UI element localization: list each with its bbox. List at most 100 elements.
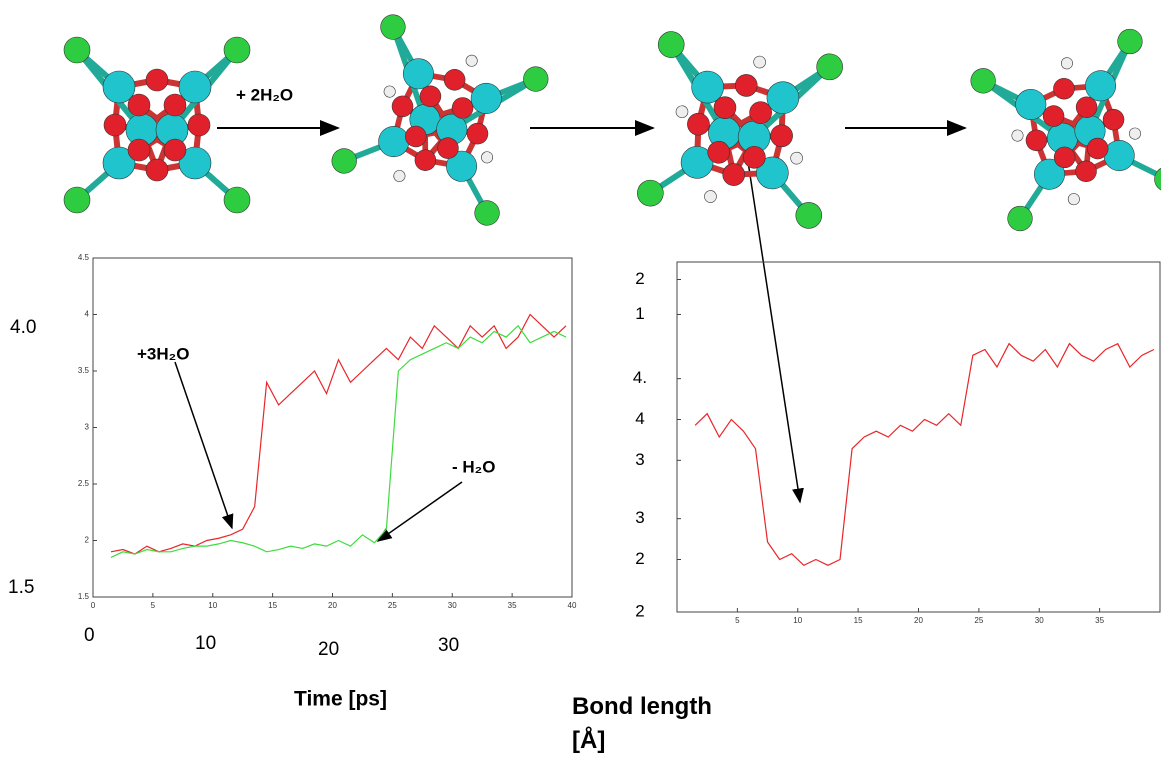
annotation: - H₂O <box>452 457 495 476</box>
atom <box>446 150 478 182</box>
overlay-label: 20 <box>318 639 339 660</box>
atom <box>481 151 494 164</box>
atom <box>127 138 151 162</box>
x-tick-label: 0 <box>91 601 96 610</box>
atom <box>704 190 717 203</box>
y-tick-label: 4.5 <box>78 253 90 262</box>
atom <box>103 113 127 137</box>
atom <box>1075 96 1098 118</box>
atom <box>675 105 689 119</box>
x-tick-label: 40 <box>568 601 577 610</box>
atom <box>145 158 169 182</box>
y-tick-label: 3.5 <box>78 366 90 375</box>
x-tick-label: 5 <box>151 601 156 610</box>
atom <box>687 112 710 136</box>
atom <box>466 122 489 145</box>
atom <box>523 66 549 92</box>
y-axis-title: Bond length [Å] <box>572 693 712 754</box>
overlay-label: 10 <box>195 633 216 654</box>
atom <box>722 163 746 186</box>
x-tick-label: 15 <box>854 616 863 625</box>
atom <box>756 156 789 190</box>
y-tick-label: 4. <box>633 368 647 387</box>
x-tick-label: 20 <box>914 616 923 625</box>
y-tick-label: 2 <box>85 536 90 545</box>
atom <box>795 202 823 229</box>
atom <box>223 36 251 64</box>
y-tick-label: 3 <box>635 450 644 469</box>
atom <box>790 151 803 165</box>
y-tick-label: 3 <box>85 423 90 432</box>
atom <box>1015 88 1047 120</box>
atom <box>1011 129 1024 142</box>
atom <box>391 95 414 118</box>
atom <box>383 85 396 98</box>
x-tick-label: 35 <box>508 601 517 610</box>
y-tick-label: 2 <box>635 601 644 620</box>
x-tick-label: 10 <box>793 616 802 625</box>
x-tick-label: 30 <box>1035 616 1044 625</box>
line-series <box>110 324 567 558</box>
x-tick-label: 5 <box>735 616 740 625</box>
x-tick-label: 25 <box>388 601 397 610</box>
y-tick-label: 2 <box>635 549 644 568</box>
atom <box>470 82 502 114</box>
scheme-arrows <box>174 120 967 542</box>
atom <box>331 148 357 174</box>
x-tick-label: 20 <box>328 601 337 610</box>
line-series <box>110 313 567 555</box>
atom <box>707 140 730 164</box>
atom <box>378 126 410 158</box>
atom <box>402 58 434 90</box>
atom <box>1128 127 1141 140</box>
plot-frame <box>676 261 1161 613</box>
annotation: +3H₂O <box>137 344 189 363</box>
atom <box>1103 140 1135 172</box>
atom <box>393 170 406 182</box>
atom <box>380 14 406 40</box>
atom <box>465 54 478 67</box>
atom <box>770 124 793 148</box>
atom <box>743 145 766 169</box>
atom <box>680 146 714 179</box>
plot-frame <box>92 257 573 598</box>
scheme-label: + 2H₂O <box>236 85 293 104</box>
atom <box>63 36 91 64</box>
molecule <box>331 14 549 226</box>
atom <box>163 138 187 162</box>
overlay-label: 4.0 <box>10 317 36 338</box>
atom <box>1042 105 1065 127</box>
atom <box>163 93 187 117</box>
atom <box>178 146 212 180</box>
atom <box>443 69 466 91</box>
atom <box>145 68 169 92</box>
atom <box>1067 193 1080 206</box>
overlay-label: 1.5 <box>8 577 34 598</box>
atom <box>414 149 437 171</box>
atom <box>753 55 766 69</box>
atom <box>657 31 685 58</box>
x-tick-label: 35 <box>1095 616 1104 625</box>
y-tick-label: 3 <box>635 508 644 527</box>
y-tick-label: 2.5 <box>78 479 90 488</box>
atom <box>713 96 737 119</box>
y-tick-label: 2 <box>635 269 644 288</box>
atom <box>1086 137 1109 160</box>
atom <box>637 179 664 207</box>
overlay-label: 0 <box>84 625 95 646</box>
atom <box>1025 129 1048 152</box>
atom <box>816 53 843 81</box>
x-tick-label: 25 <box>974 616 983 625</box>
y-tick-label: 4 <box>635 409 644 428</box>
overlay-label: 30 <box>438 635 459 656</box>
atom <box>437 137 459 159</box>
atom <box>405 125 427 148</box>
molecule <box>637 31 843 229</box>
atom <box>127 93 151 117</box>
atom <box>691 70 724 104</box>
atom <box>474 200 500 226</box>
atom <box>1085 70 1117 102</box>
atom <box>223 186 251 214</box>
atom <box>734 74 758 97</box>
